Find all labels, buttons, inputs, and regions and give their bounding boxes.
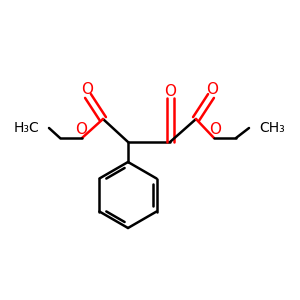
Text: O: O — [206, 82, 218, 97]
Text: O: O — [209, 122, 221, 137]
Text: O: O — [164, 83, 176, 98]
Text: CH₃: CH₃ — [259, 121, 285, 135]
Text: H₃C: H₃C — [13, 121, 39, 135]
Text: O: O — [75, 122, 87, 137]
Text: O: O — [81, 82, 93, 97]
